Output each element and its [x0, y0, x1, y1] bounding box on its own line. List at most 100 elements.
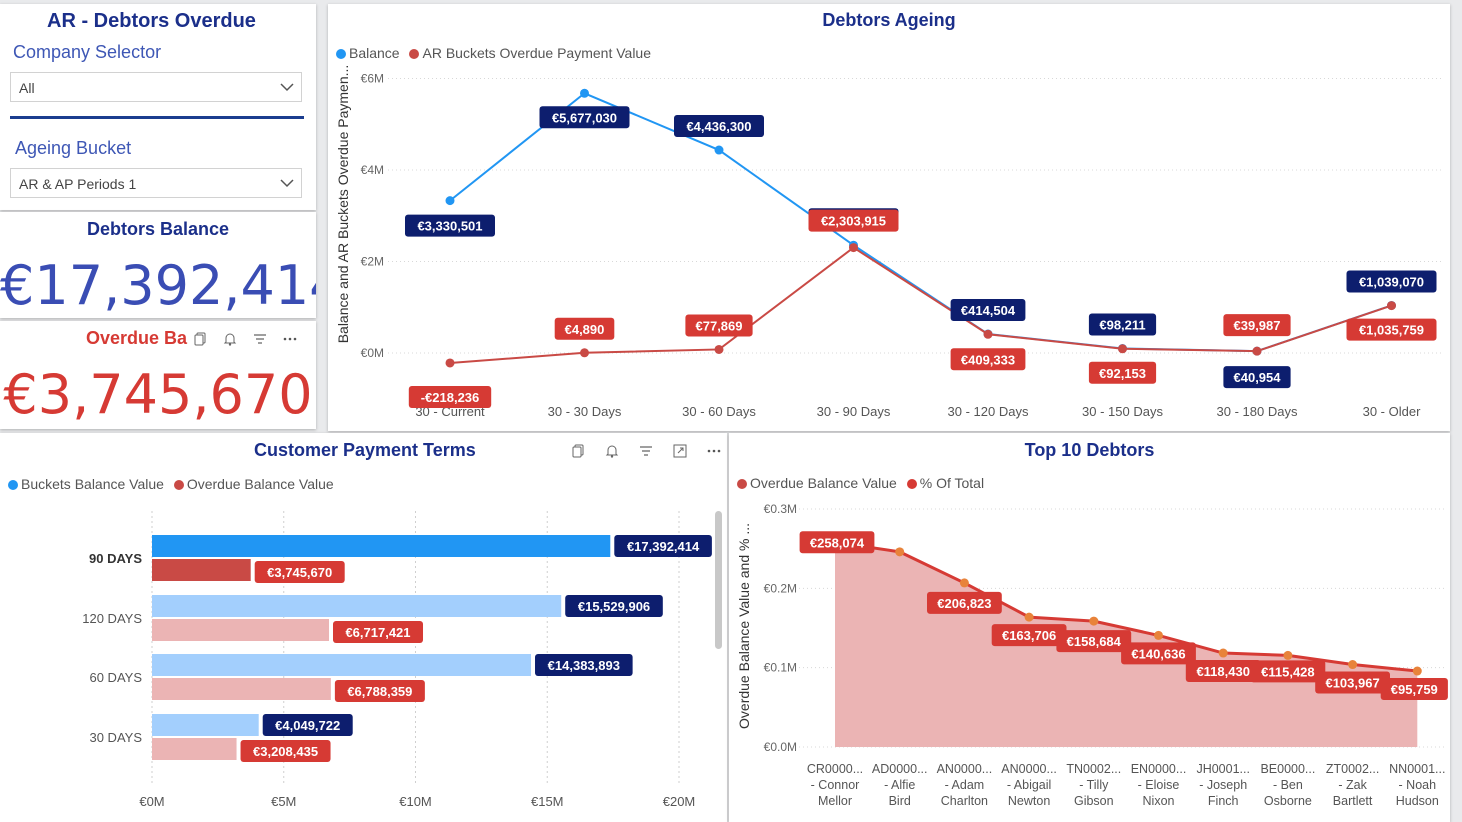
top-debtors-plot: €0.0M €0.1M €0.2M €0.3M Overdue Balance Valu…: [736, 502, 1448, 808]
balance-bar-label-text: €15,529,906: [578, 599, 650, 614]
y-tick-label: €0.3M: [764, 502, 797, 516]
overdue-data-label: €158,684: [1056, 630, 1132, 653]
legend-item-ar-buckets[interactable]: AR Buckets Overdue Payment Value: [409, 45, 651, 61]
legend-item-overdue-balance[interactable]: Overdue Balance Value: [173, 476, 334, 492]
x-tick-label: - Ben: [1273, 778, 1303, 792]
x-tick-label: AN0000...: [937, 762, 993, 776]
overdue-balance-card: Overdue Ba €3,745,670: [0, 321, 316, 429]
overdue-bar: [152, 678, 331, 700]
bell-icon[interactable]: [222, 331, 238, 347]
overdue-data-label-bg: [950, 348, 1026, 371]
payment-terms-title: Customer Payment Terms: [254, 440, 476, 460]
balance-data-label: €414,504: [950, 299, 1026, 322]
overdue-balance-label: Overdue Ba: [86, 328, 188, 348]
y-tick-label: €0.1M: [764, 661, 797, 675]
legend-item-balance[interactable]: Balance: [336, 45, 400, 61]
more-options-icon[interactable]: [282, 331, 298, 347]
data-point: [1348, 660, 1358, 670]
overdue-point: [714, 344, 724, 354]
overdue-point: [1118, 344, 1127, 354]
balance-data-label-text: €1,039,070: [1359, 274, 1424, 289]
overdue-data-label: €409,333: [950, 348, 1026, 371]
category-label: 120 DAYS: [82, 611, 142, 626]
y-tick-label: €4M: [361, 163, 384, 177]
bell-icon[interactable]: [604, 443, 620, 459]
x-tick-label: AD0000...: [872, 762, 928, 776]
overdue-bar-label-text: €6,717,421: [345, 625, 410, 640]
chevron-down-icon: [280, 179, 294, 188]
balance-data-label-bg: [950, 299, 1026, 322]
balance-bar-label-bg: [614, 535, 712, 557]
balance-bar: [152, 535, 611, 557]
balance-data-label: €3,330,501: [405, 214, 495, 237]
balance-data-label-text: €40,954: [1234, 370, 1282, 385]
overdue-data-label-bg: [1380, 678, 1448, 701]
overdue-point: [849, 243, 858, 253]
x-tick-label: €15M: [531, 794, 564, 809]
overdue-data-label: €118,430: [1185, 660, 1261, 683]
top-debtors-title: Top 10 Debtors: [1024, 440, 1155, 460]
overdue-data-label-bg: [991, 624, 1067, 647]
ageing-bucket-label: Ageing Bucket: [15, 138, 132, 158]
y-axis-label: Overdue Balance Value and % ...: [736, 523, 752, 729]
x-tick-label: - Tilly: [1079, 778, 1109, 792]
copy-icon[interactable]: [570, 443, 586, 459]
overdue-data-label-text: €4,890: [565, 322, 605, 337]
top-debtors-card: Top 10 Debtors Overdue Balance Value % O…: [729, 433, 1450, 822]
balance-data-label-text: €4,436,300: [686, 119, 751, 134]
x-tick-label: - Alfie: [884, 778, 915, 792]
y-tick-label: €0.2M: [764, 581, 797, 595]
overdue-data-label-bg: [1056, 630, 1132, 653]
data-point: [959, 578, 969, 588]
x-tick-label: EN0000...: [1131, 762, 1187, 776]
overdue-line: [834, 540, 1418, 673]
balance-bar-label: €4,049,722: [262, 714, 353, 736]
legend-item-buckets-balance[interactable]: Buckets Balance Value: [8, 476, 164, 492]
x-tick-label: Mellor: [818, 794, 852, 808]
payment-terms-legend: Buckets Balance Value Overdue Balance Va…: [8, 476, 334, 492]
overdue-data-label-text: €2,303,915: [821, 214, 886, 229]
overdue-data-label-text: €140,636: [1131, 646, 1185, 661]
company-selector-dropdown[interactable]: All: [10, 72, 302, 102]
debtors-balance-value: €17,392,414: [0, 254, 316, 317]
balance-data-label: €98,211: [1088, 313, 1157, 336]
x-tick-label: 30 - Older: [1363, 404, 1421, 419]
copy-icon[interactable]: [192, 331, 208, 347]
overdue-data-label-bg: [685, 314, 753, 337]
overdue-data-label: €39,987: [1223, 314, 1291, 337]
ageing-bucket-value: AR & AP Periods 1: [19, 176, 137, 192]
x-tick-label: ZT0002...: [1326, 762, 1380, 776]
x-tick-label: Finch: [1208, 794, 1239, 808]
x-tick-label: - Abigail: [1007, 778, 1051, 792]
balance-bar-label-bg: [262, 714, 353, 736]
focus-mode-icon[interactable]: [672, 443, 688, 459]
y-tick-label: €0.0M: [764, 740, 797, 754]
data-point: [1283, 650, 1293, 660]
category-label: 90 DAYS: [89, 551, 142, 566]
more-options-icon[interactable]: [706, 443, 722, 459]
overdue-data-label-text: €258,074: [810, 535, 865, 550]
debtors-ageing-title: Debtors Ageing: [822, 10, 956, 30]
x-tick-label: - Joseph: [1199, 778, 1247, 792]
x-tick-label: Osborne: [1264, 794, 1312, 808]
overdue-data-label-bg: [1088, 361, 1157, 384]
legend-item-percent-total[interactable]: % Of Total: [906, 475, 984, 491]
overdue-bar-label-bg: [254, 561, 345, 583]
filter-panel: AR - Debtors Overdue Company Selector Al…: [0, 4, 316, 210]
overdue-data-label-bg: [554, 317, 615, 340]
legend-item-overdue-balance[interactable]: Overdue Balance Value: [737, 475, 897, 491]
overdue-data-label-bg: [799, 531, 875, 554]
balance-bar-label: €15,529,906: [565, 595, 663, 617]
overdue-data-label-text: €158,684: [1067, 634, 1122, 649]
balance-series-line: [449, 92, 1392, 353]
ageing-bucket-dropdown[interactable]: AR & AP Periods 1: [10, 168, 302, 198]
x-tick-label: Charlton: [941, 794, 988, 808]
overdue-balance-value: €3,745,670: [3, 363, 313, 426]
vertical-scrollbar[interactable]: [715, 511, 722, 649]
overdue-data-label-bg: [1250, 660, 1326, 683]
overdue-bar-label: €6,788,359: [334, 680, 425, 702]
balance-point: [445, 196, 455, 206]
filter-icon[interactable]: [252, 331, 268, 347]
x-tick-label: - Zak: [1338, 778, 1367, 792]
filter-icon[interactable]: [638, 443, 654, 459]
